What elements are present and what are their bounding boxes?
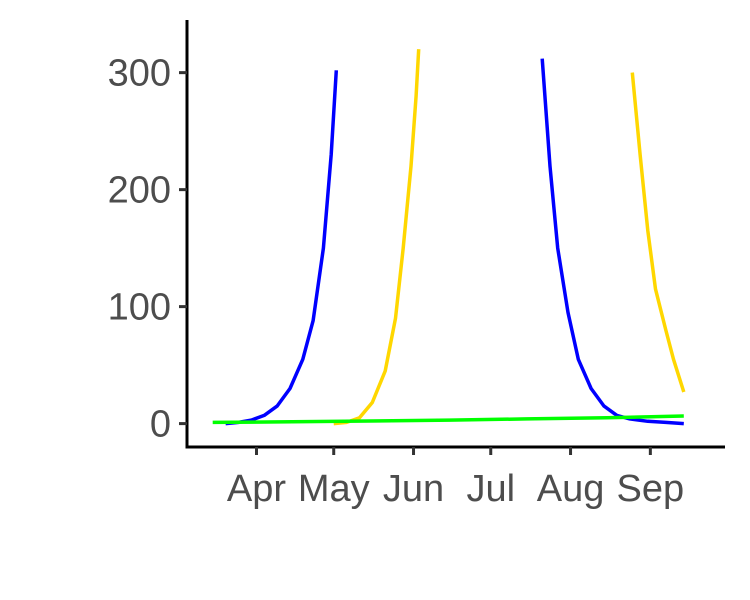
x-tick-label: Sep (617, 468, 685, 510)
x-tick-label: Jun (383, 468, 444, 510)
y-tick-label: 100 (108, 287, 171, 329)
x-tick-label: Aug (537, 468, 605, 510)
series-line-5 (212, 414, 684, 425)
x-ticks: Apr May Jun Jul Aug Sep (227, 447, 684, 510)
y-tick-label: 0 (150, 404, 171, 446)
x-tick-label: May (298, 468, 370, 510)
series-line-4 (630, 72, 686, 393)
axis-layer (185, 20, 725, 449)
series-line-1 (225, 70, 339, 426)
series-line-2 (540, 58, 684, 426)
y-ticks: 0 100 200 300 (108, 53, 187, 446)
y-tick-label: 200 (108, 170, 171, 212)
x-tick-label: Apr (227, 468, 286, 510)
series-layer (212, 49, 686, 426)
x-tick-label: Jul (466, 468, 515, 510)
series-line-3 (333, 49, 421, 426)
y-tick-label: 300 (108, 53, 171, 95)
